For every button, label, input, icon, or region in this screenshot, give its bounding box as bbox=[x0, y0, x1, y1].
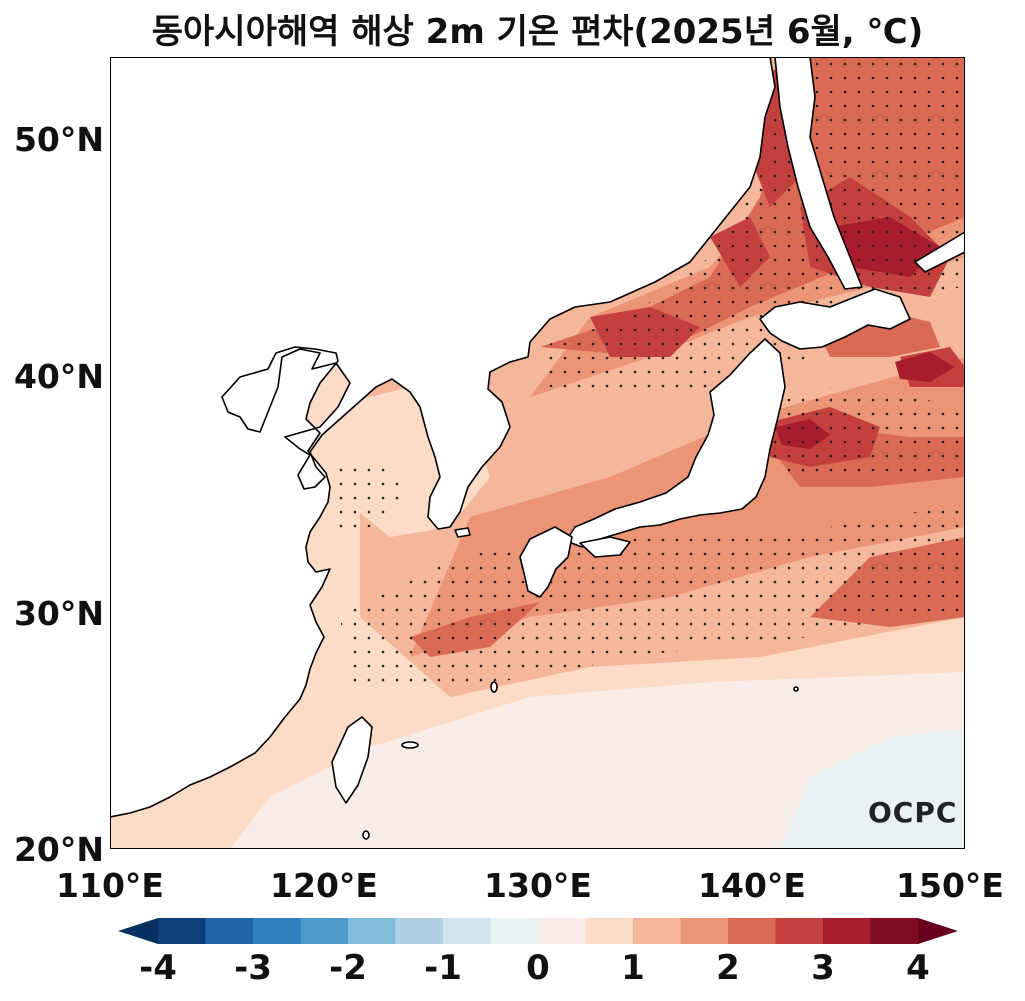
anomaly-map bbox=[110, 57, 965, 849]
land bbox=[110, 57, 965, 840]
colorbar-segment bbox=[158, 918, 206, 944]
land-honshu bbox=[565, 338, 786, 548]
colorbar-segment bbox=[443, 918, 491, 944]
colorbar-segment bbox=[538, 918, 586, 944]
colorbar-label: 2 bbox=[716, 948, 740, 988]
colorbar-label: -1 bbox=[424, 948, 462, 988]
colorbar-extend-high bbox=[918, 918, 958, 944]
land-sakhalin bbox=[774, 57, 863, 290]
land-jeju bbox=[454, 527, 471, 538]
colorbar-segment bbox=[870, 918, 919, 944]
x-tick-140e: 140°E bbox=[698, 866, 806, 905]
colorbar-segment bbox=[348, 918, 396, 944]
x-tick-120e: 120°E bbox=[270, 866, 378, 905]
colorbar-segment bbox=[585, 918, 634, 944]
colorbar-segment bbox=[823, 918, 871, 944]
colorbar-segment bbox=[728, 918, 776, 944]
colorbar-label: 3 bbox=[811, 948, 835, 988]
colorbar-segment bbox=[490, 918, 539, 944]
y-tick-50n: 50°N bbox=[13, 120, 104, 159]
colorbar bbox=[118, 918, 958, 944]
colorbar-label: 0 bbox=[526, 948, 550, 988]
colorbar-segment bbox=[633, 918, 681, 944]
land-kuril-east bbox=[914, 231, 965, 273]
ocpc-logo: OCPC bbox=[868, 796, 958, 829]
colorbar-segment bbox=[775, 918, 824, 944]
colorbar-segment bbox=[300, 918, 349, 944]
colorbar-segment bbox=[395, 918, 444, 944]
colorbar-label: -4 bbox=[139, 948, 177, 988]
land-kyushu bbox=[519, 526, 573, 598]
land-taiwan bbox=[331, 716, 373, 804]
colorbar-label: -2 bbox=[329, 948, 367, 988]
land-mainland bbox=[110, 57, 776, 818]
x-tick-130e: 130°E bbox=[484, 866, 592, 905]
land-shikoku bbox=[579, 536, 631, 558]
x-tick-150e: 150°E bbox=[896, 866, 1004, 905]
colorbar-segment bbox=[253, 918, 301, 944]
colorbar-label: 4 bbox=[906, 948, 930, 988]
colorbar-extend-low bbox=[118, 918, 158, 944]
land-hokkaido bbox=[759, 288, 911, 350]
map-title: 동아시아해역 해상 2m 기온 편차(2025년 6월, ℃) bbox=[151, 12, 924, 52]
y-tick-30n: 30°N bbox=[13, 594, 104, 633]
colorbar-svg bbox=[118, 918, 958, 944]
map-canvas bbox=[110, 57, 965, 849]
colorbar-segment bbox=[680, 918, 729, 944]
colorbar-label: 1 bbox=[621, 948, 645, 988]
y-tick-20n: 20°N bbox=[13, 830, 104, 869]
y-tick-40n: 40°N bbox=[13, 357, 104, 396]
x-tick-110e: 110°E bbox=[56, 866, 164, 905]
colorbar-label: -3 bbox=[234, 948, 272, 988]
colorbar-segment bbox=[205, 918, 254, 944]
